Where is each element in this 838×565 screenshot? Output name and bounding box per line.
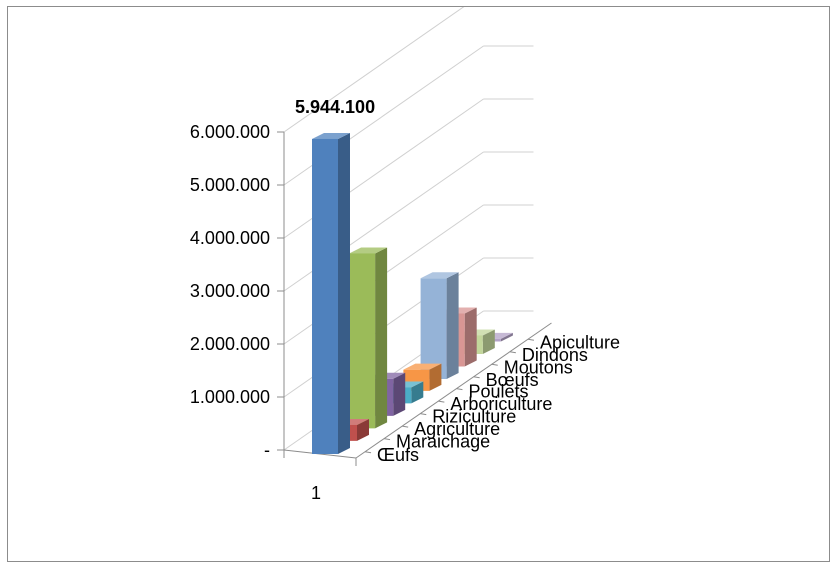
depth-tick-mark — [402, 425, 409, 428]
series-label: Poulets — [468, 382, 528, 402]
bar-front-face — [349, 253, 376, 429]
bar-side-face — [357, 418, 370, 441]
depth-tick-mark — [420, 413, 427, 416]
bar-layer — [312, 132, 513, 454]
bar-side-face — [500, 332, 513, 342]
series-label: Maraichage — [396, 432, 490, 452]
y-tick-label: - — [264, 440, 270, 460]
label-layer: - 1.000.000 2.000.000 3.000.000 4.000.000 5.0… — [190, 97, 620, 503]
depth-tick-mark — [473, 376, 480, 379]
depth-axis-line — [355, 322, 552, 459]
bar-side-face — [411, 381, 424, 404]
series-label: Apiculture — [540, 332, 620, 352]
series-label: Arboriculture — [450, 394, 552, 414]
bar-top-face — [312, 132, 350, 139]
depth-tick-mark — [438, 400, 445, 403]
x-tick-label: 1 — [311, 483, 321, 503]
gridline-diagonal — [283, 7, 465, 133]
bar-top-face — [403, 363, 442, 370]
bar-bœufs — [420, 272, 459, 379]
y-tick-label: 6.000.000 — [190, 122, 270, 142]
bar-side-face — [429, 363, 442, 391]
bar-agriculture — [349, 247, 388, 429]
bar-top-face — [349, 247, 388, 254]
bar-side-face — [375, 247, 388, 429]
depth-tick-mark — [456, 388, 463, 391]
bar-side-face — [393, 372, 406, 416]
bar-side-face — [482, 329, 495, 354]
depth-tick-mark — [509, 351, 516, 354]
bar-side-face — [446, 272, 459, 379]
series-label: Moutons — [504, 357, 573, 377]
bar-side-face — [338, 132, 350, 454]
depth-tick-mark — [364, 451, 372, 454]
chart-svg: - 1.000.000 2.000.000 3.000.000 4.000.000 5.0… — [190, 7, 620, 503]
depth-tick-mark — [491, 363, 498, 366]
bar-œufs — [312, 132, 350, 454]
y-tick-label: 2.000.000 — [190, 334, 270, 354]
bar-side-face — [464, 307, 477, 367]
y-tick-label: 5.000.000 — [190, 175, 270, 195]
series-label: Bœufs — [486, 370, 539, 390]
y-tick-label: 3.000.000 — [190, 281, 270, 301]
y-tick-label: 4.000.000 — [190, 228, 270, 248]
y-tick-label: 1.000.000 — [190, 387, 270, 407]
series-label: Œufs — [377, 445, 419, 465]
bar-top-face — [420, 272, 459, 279]
series-label: Agriculture — [414, 419, 500, 439]
bar-front-face — [312, 138, 338, 454]
depth-tick-mark — [383, 438, 391, 441]
depth-tick-mark — [527, 338, 535, 341]
series-label: Dindons — [522, 345, 588, 365]
series-label: Riziculture — [432, 407, 516, 427]
data-label: 5.944.100 — [295, 97, 375, 117]
bar-front-face — [420, 278, 447, 379]
chart-frame: - 1.000.000 2.000.000 3.000.000 4.000.000 5.0… — [7, 6, 830, 562]
